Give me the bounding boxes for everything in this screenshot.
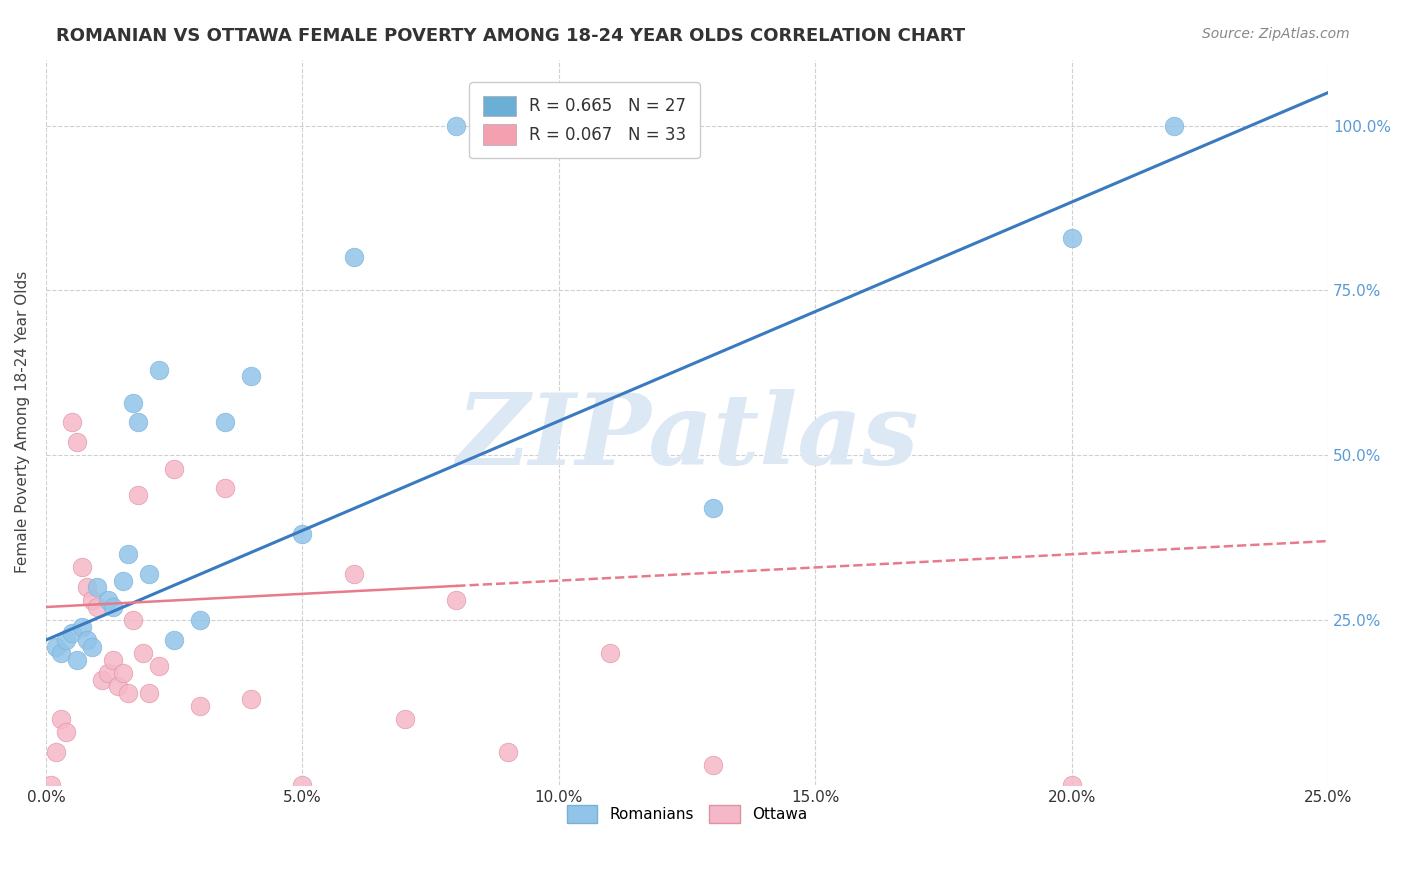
Point — [1060, 230, 1083, 244]
Point — [122, 395, 145, 409]
Point — [76, 632, 98, 647]
Text: Source: ZipAtlas.com: Source: ZipAtlas.com — [1202, 27, 1350, 41]
Point — [127, 488, 149, 502]
Point — [214, 415, 236, 429]
Point — [60, 626, 83, 640]
Point — [39, 778, 62, 792]
Point — [111, 665, 134, 680]
Point — [122, 613, 145, 627]
Point — [240, 692, 263, 706]
Point — [188, 613, 211, 627]
Point — [101, 653, 124, 667]
Point — [148, 659, 170, 673]
Point — [138, 686, 160, 700]
Legend: Romanians, Ottawa: Romanians, Ottawa — [554, 792, 820, 836]
Point — [343, 567, 366, 582]
Text: ZIPatlas: ZIPatlas — [456, 389, 918, 485]
Point — [55, 725, 77, 739]
Point — [394, 712, 416, 726]
Point — [86, 600, 108, 615]
Point — [51, 712, 73, 726]
Point — [45, 745, 67, 759]
Point — [343, 251, 366, 265]
Point — [111, 574, 134, 588]
Point — [496, 745, 519, 759]
Point — [240, 369, 263, 384]
Point — [702, 501, 724, 516]
Point — [291, 527, 314, 541]
Point — [55, 632, 77, 647]
Point — [702, 758, 724, 772]
Point — [60, 415, 83, 429]
Point — [599, 646, 621, 660]
Point — [138, 567, 160, 582]
Point — [117, 547, 139, 561]
Point — [96, 665, 118, 680]
Point — [1060, 778, 1083, 792]
Point — [82, 640, 104, 654]
Point — [86, 580, 108, 594]
Point — [76, 580, 98, 594]
Point — [132, 646, 155, 660]
Point — [82, 593, 104, 607]
Point — [291, 778, 314, 792]
Point — [51, 646, 73, 660]
Point — [66, 653, 89, 667]
Text: ROMANIAN VS OTTAWA FEMALE POVERTY AMONG 18-24 YEAR OLDS CORRELATION CHART: ROMANIAN VS OTTAWA FEMALE POVERTY AMONG … — [56, 27, 966, 45]
Y-axis label: Female Poverty Among 18-24 Year Olds: Female Poverty Among 18-24 Year Olds — [15, 271, 30, 574]
Point — [1163, 119, 1185, 133]
Point — [127, 415, 149, 429]
Point — [45, 640, 67, 654]
Point — [91, 673, 114, 687]
Point — [66, 435, 89, 450]
Point — [101, 600, 124, 615]
Point — [148, 362, 170, 376]
Point — [70, 560, 93, 574]
Point — [446, 119, 468, 133]
Point — [163, 461, 186, 475]
Point — [214, 481, 236, 495]
Point — [70, 620, 93, 634]
Point — [107, 679, 129, 693]
Point — [188, 698, 211, 713]
Point — [117, 686, 139, 700]
Point — [446, 593, 468, 607]
Point — [163, 632, 186, 647]
Point — [96, 593, 118, 607]
